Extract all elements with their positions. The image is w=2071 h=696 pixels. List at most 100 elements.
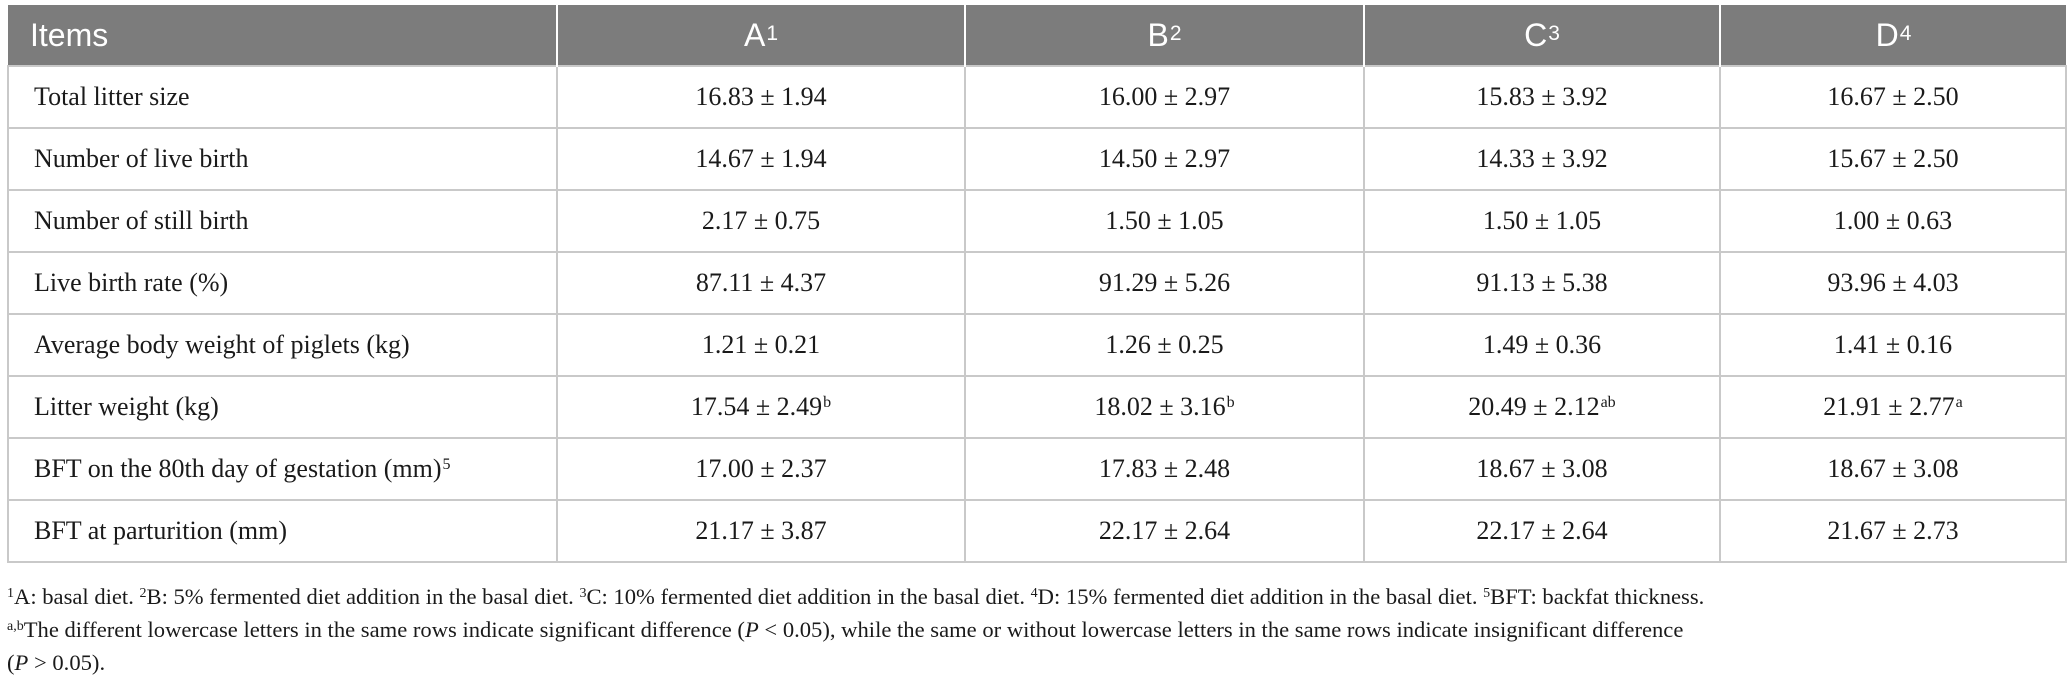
value-cell: 1.26 ± 0.25 (964, 313, 1365, 377)
value-cell: 21.91 ± 2.77a (1719, 375, 2067, 439)
cell-value: 21.91 ± 2.77 (1823, 392, 1955, 421)
significance-letter: b (1226, 394, 1235, 411)
value-cell: 1.00 ± 0.63 (1719, 189, 2067, 253)
value-cell: 14.67 ± 1.94 (556, 127, 966, 191)
row-item-cell: Number of still birth (7, 189, 558, 253)
cell-value: 17.83 ± 2.48 (1098, 454, 1231, 483)
cell-value: 21.17 ± 3.87 (695, 516, 827, 545)
header-col-d: D4 (1719, 5, 2066, 66)
row-item-cell: Total litter size (7, 65, 558, 129)
data-table-wrapper: Items A1 B2 C3 D4 Total litter size 16.83… (7, 5, 2067, 563)
cell-value: 14.67 ± 1.94 (695, 144, 827, 173)
header-col-sup: 4 (1899, 21, 1912, 45)
header-col-label: A (743, 16, 766, 53)
value-cell: 15.83 ± 3.92 (1363, 65, 1721, 129)
value-cell: 1.50 ± 1.05 (1363, 189, 1721, 253)
footnote-text: C: 10% fermented diet addition in the ba… (586, 584, 1031, 609)
cell-value: 20.49 ± 2.12 (1468, 392, 1600, 421)
cell-value: 15.67 ± 2.50 (1827, 144, 1959, 173)
cell-value: 91.13 ± 5.38 (1476, 268, 1608, 297)
header-col-label: C (1524, 16, 1548, 53)
footnote-text: ( (7, 650, 15, 675)
row-item-label: Number of live birth (34, 144, 249, 173)
row-item-label: BFT on the 80th day of gestation (mm) (34, 454, 442, 483)
row-item-cell: BFT at parturition (mm) (7, 499, 558, 563)
header-col-c: C3 (1363, 5, 1720, 66)
table-row: Number of live birth 14.67 ± 1.94 14.50 ± … (7, 127, 2067, 191)
row-item-cell: Average body weight of piglets (kg) (7, 313, 558, 377)
footnote-text: BFT: backfat thickness. (1490, 584, 1705, 609)
row-item-label: Number of still birth (34, 206, 249, 235)
cell-value: 16.83 ± 1.94 (695, 82, 827, 111)
table-row: Average body weight of piglets (kg) 1.21 … (7, 313, 2067, 377)
cell-value: 1.49 ± 0.36 (1482, 330, 1602, 359)
table-row: Number of still birth 2.17 ± 0.75 1.50 ± 1… (7, 189, 2067, 253)
value-cell: 91.29 ± 5.26 (964, 251, 1365, 315)
value-cell: 14.50 ± 2.97 (964, 127, 1365, 191)
footnote-text: > 0.05). (28, 650, 106, 675)
header-col-b: B2 (964, 5, 1364, 66)
footnote-marker: 5 (1483, 586, 1491, 601)
footnote-significance: a,bThe different lowercase letters in th… (7, 615, 2067, 648)
footnote-text: < 0.05), while the same or without lower… (758, 617, 1684, 642)
value-cell: 1.41 ± 0.16 (1719, 313, 2067, 377)
row-item-label: Live birth rate (%) (34, 268, 229, 297)
cell-value: 87.11 ± 4.37 (695, 268, 827, 297)
header-col-label: B (1147, 16, 1169, 53)
value-cell: 22.17 ± 2.64 (1363, 499, 1721, 563)
header-col-sup: 3 (1548, 21, 1560, 45)
cell-value: 18.67 ± 3.08 (1827, 454, 1959, 483)
value-cell: 16.00 ± 2.97 (964, 65, 1365, 129)
footnote-marker: 4 (1030, 586, 1038, 601)
row-item-cell: BFT on the 80th day of gestation (mm)5 (7, 437, 558, 501)
table-row: Litter weight (kg) 17.54 ± 2.49b 18.02 ± 3… (7, 375, 2067, 439)
table-row: BFT on the 80th day of gestation (mm)5 17… (7, 437, 2067, 501)
footnote-p-symbol: P (744, 617, 759, 642)
row-item-label: Average body weight of piglets (kg) (34, 330, 410, 359)
value-cell: 20.49 ± 2.12ab (1363, 375, 1721, 439)
footnote-marker: 1 (7, 586, 14, 601)
value-cell: 1.21 ± 0.21 (556, 313, 966, 377)
cell-value: 2.17 ± 0.75 (701, 206, 821, 235)
table-row: Total litter size 16.83 ± 1.94 16.00 ± 2.9… (7, 65, 2067, 129)
cell-value: 1.50 ± 1.05 (1105, 206, 1224, 235)
footnote-text: A: basal diet. (14, 584, 140, 609)
header-col-sup: 2 (1169, 21, 1182, 45)
row-item-cell: Number of live birth (7, 127, 558, 191)
table-header-row: Items A1 B2 C3 D4 (8, 5, 2066, 66)
header-col-label: D (1875, 16, 1899, 53)
value-cell: 15.67 ± 2.50 (1719, 127, 2067, 191)
footnote-text: The different lowercase letters in the s… (23, 617, 745, 642)
cell-value: 14.50 ± 2.97 (1098, 144, 1231, 173)
footnote-text: D: 15% fermented diet addition in the ba… (1037, 584, 1484, 609)
value-cell: 18.67 ± 3.08 (1719, 437, 2067, 501)
cell-value: 16.00 ± 2.97 (1098, 82, 1231, 111)
value-cell: 14.33 ± 3.92 (1363, 127, 1721, 191)
row-item-cell: Live birth rate (%) (7, 251, 558, 315)
cell-value: 93.96 ± 4.03 (1827, 268, 1959, 297)
table-footnotes: 1A: basal diet. 2B: 5% fermented diet ad… (7, 582, 2067, 677)
value-cell: 18.02 ± 3.16b (964, 375, 1365, 439)
row-item-footnote-marker: 5 (442, 456, 451, 473)
footnote-significance-cont: (P > 0.05). (7, 648, 2067, 677)
header-col-sup: 1 (766, 21, 779, 45)
data-table: Items A1 B2 C3 D4 Total litter size 16.83… (7, 5, 2067, 563)
row-item-label: BFT at parturition (mm) (34, 516, 287, 545)
row-item-cell: Litter weight (kg) (7, 375, 558, 439)
cell-value: 22.17 ± 2.64 (1098, 516, 1231, 545)
footnote-group-definitions: 1A: basal diet. 2B: 5% fermented diet ad… (7, 582, 2067, 615)
cell-value: 16.67 ± 2.50 (1827, 82, 1959, 111)
cell-value: 18.02 ± 3.16 (1094, 392, 1226, 421)
value-cell: 1.50 ± 1.05 (964, 189, 1365, 253)
value-cell: 18.67 ± 3.08 (1363, 437, 1721, 501)
cell-value: 1.21 ± 0.21 (701, 330, 821, 359)
cell-value: 17.00 ± 2.37 (695, 454, 827, 483)
value-cell: 1.49 ± 0.36 (1363, 313, 1721, 377)
footnote-marker: 3 (579, 586, 587, 601)
value-cell: 17.83 ± 2.48 (964, 437, 1365, 501)
footnote-p-symbol: P (14, 650, 29, 675)
cell-value: 14.33 ± 3.92 (1476, 144, 1608, 173)
value-cell: 87.11 ± 4.37 (556, 251, 966, 315)
value-cell: 93.96 ± 4.03 (1719, 251, 2067, 315)
value-cell: 16.83 ± 1.94 (556, 65, 966, 129)
